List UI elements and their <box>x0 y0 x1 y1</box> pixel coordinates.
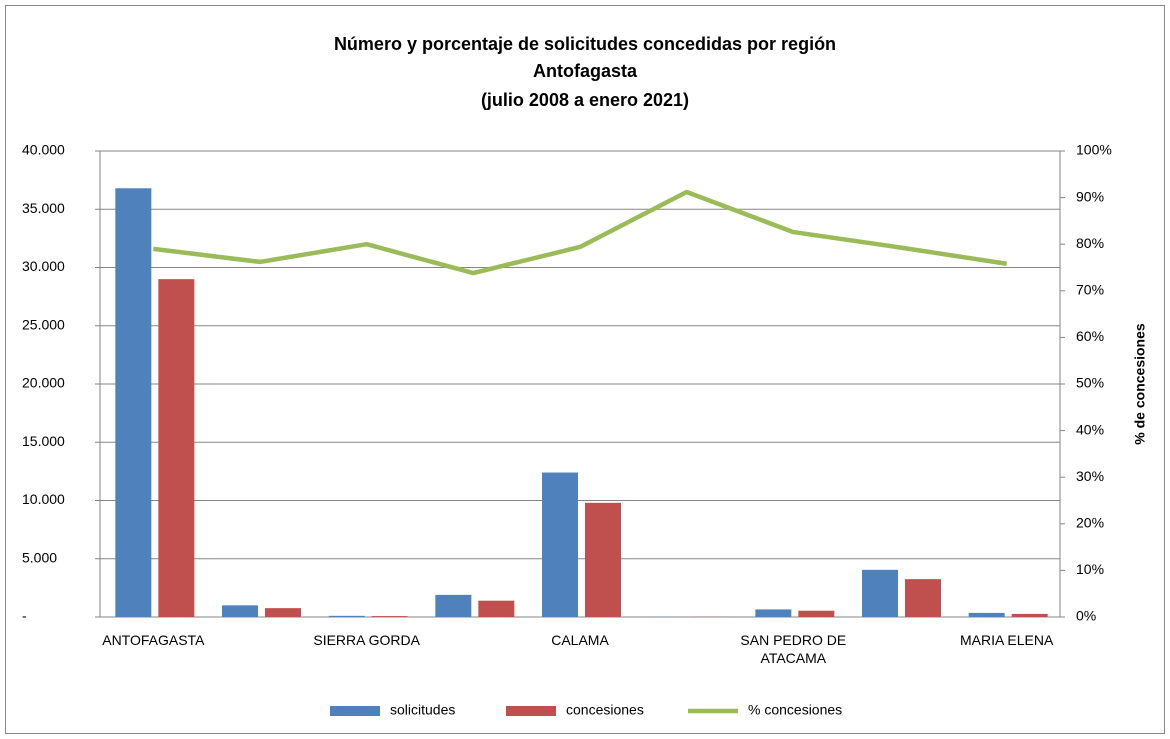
y2-axis-title: % de concesiones <box>1132 323 1148 445</box>
bar <box>862 569 898 617</box>
y2-tick-label: 60% <box>1076 328 1104 344</box>
bar <box>115 188 152 617</box>
bar <box>968 612 1005 617</box>
legend-label: % concesiones <box>748 702 842 718</box>
legend-swatch <box>506 706 556 716</box>
y2-tick-label: 50% <box>1076 375 1104 391</box>
y2-tick-label: 70% <box>1076 282 1104 298</box>
chart-period: (julio 2008 a enero 2021) <box>481 90 689 110</box>
y2-tick-label: 90% <box>1076 188 1104 204</box>
chart-subtitle: Antofagasta <box>533 61 638 81</box>
y2-tick-label: 80% <box>1076 235 1104 251</box>
y-tick-label: 35.000 <box>22 200 65 216</box>
y-tick-label: 10.000 <box>22 491 65 507</box>
x-tick-label: CALAMA <box>551 632 609 648</box>
bar <box>265 608 301 617</box>
bar <box>798 610 835 617</box>
y-tick-label: 40.000 <box>22 142 65 158</box>
x-tick-label: SAN PEDRO DE ATACAMA <box>740 632 847 666</box>
bar <box>328 615 365 617</box>
legend-swatch <box>330 706 380 716</box>
chart-title: Número y porcentaje de solicitudes conce… <box>334 34 836 54</box>
x-tick-label: ANTOFAGASTA <box>102 632 205 648</box>
y2-tick-label: 30% <box>1076 468 1104 484</box>
bar <box>478 600 515 617</box>
bar <box>435 594 472 617</box>
y2-tick-label: 10% <box>1076 561 1104 577</box>
bar <box>542 472 578 617</box>
x-tick-label: MARIA ELENA <box>959 632 1054 648</box>
bar <box>158 279 195 617</box>
y2-tick-label: 0% <box>1076 608 1096 624</box>
y-tick-label: 20.000 <box>22 375 65 391</box>
y2-tick-label: 20% <box>1076 515 1104 531</box>
y-tick-label: - <box>22 608 27 624</box>
bar <box>905 579 941 617</box>
legend-label: concesiones <box>566 702 644 718</box>
legend-label: solicitudes <box>390 702 455 718</box>
bar <box>222 605 258 617</box>
x-tick-label: SIERRA GORDA <box>313 632 420 648</box>
bar <box>585 502 621 617</box>
y2-tick-label: 100% <box>1076 142 1112 158</box>
y-tick-label: 30.000 <box>22 258 65 274</box>
bar <box>1011 613 1048 617</box>
y-tick-label: 15.000 <box>22 433 65 449</box>
y2-tick-label: 40% <box>1076 421 1104 437</box>
bar <box>371 616 408 617</box>
line <box>153 189 1008 276</box>
bar <box>755 609 792 617</box>
y-tick-label: 5.000 <box>22 549 57 565</box>
y-tick-label: 25.000 <box>22 316 65 332</box>
